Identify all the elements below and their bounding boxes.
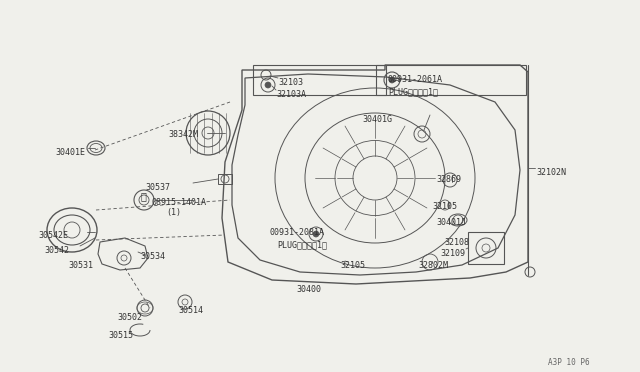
Bar	[218, 174, 232, 184]
Bar	[253, 65, 386, 95]
Text: 30401E: 30401E	[55, 148, 85, 157]
Circle shape	[265, 82, 271, 88]
Text: 32109: 32109	[440, 249, 465, 258]
Text: 32108: 32108	[444, 238, 469, 247]
Text: 30502: 30502	[117, 313, 142, 322]
Bar	[468, 232, 504, 264]
Text: Ⓦ: Ⓦ	[140, 191, 146, 201]
Text: 30537: 30537	[145, 183, 170, 192]
Text: 30542: 30542	[44, 246, 69, 255]
Text: A3P 10 P6: A3P 10 P6	[548, 358, 589, 367]
Text: 30401J: 30401J	[436, 218, 466, 227]
Text: 32105: 32105	[340, 261, 365, 270]
Text: PLUGプラグ（1）: PLUGプラグ（1）	[277, 240, 327, 249]
Text: 30531: 30531	[68, 261, 93, 270]
Text: 32105: 32105	[432, 202, 457, 211]
Text: 30515: 30515	[108, 331, 133, 340]
Text: 30514: 30514	[178, 306, 203, 315]
Text: 30534: 30534	[140, 252, 165, 261]
Text: 30401G: 30401G	[362, 115, 392, 124]
Text: 32103A: 32103A	[276, 90, 306, 99]
Text: (1): (1)	[166, 208, 181, 217]
Text: 32103: 32103	[278, 78, 303, 87]
Text: 30542E: 30542E	[38, 231, 68, 240]
Text: 32102N: 32102N	[536, 168, 566, 177]
Text: 32802M: 32802M	[418, 261, 448, 270]
Text: 32869: 32869	[436, 175, 461, 184]
Circle shape	[389, 77, 395, 83]
Text: 00931-2081A: 00931-2081A	[270, 228, 325, 237]
Text: 08915-1401A: 08915-1401A	[152, 198, 207, 207]
Text: 38342M: 38342M	[168, 130, 198, 139]
Text: PLUGプラグ（1）: PLUGプラグ（1）	[388, 87, 438, 96]
Circle shape	[313, 231, 319, 237]
Bar	[376, 65, 526, 95]
Text: 30400: 30400	[296, 285, 321, 294]
Text: 00931-2061A: 00931-2061A	[388, 75, 443, 84]
